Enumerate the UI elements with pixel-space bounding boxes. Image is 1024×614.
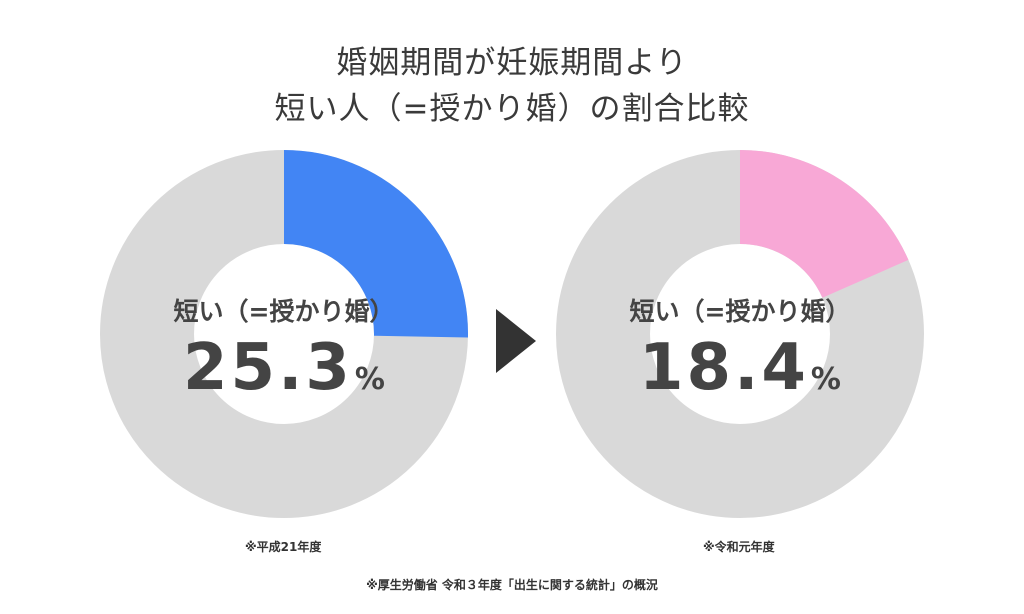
donut-center-label-2019: 短い（=授かり婚） bbox=[629, 297, 851, 326]
donut-slice-2009 bbox=[282, 150, 468, 338]
chart-title-line-1: 婚姻期間が妊娠期間より bbox=[336, 45, 688, 81]
donut-value-2019: 18.4% bbox=[556, 328, 924, 424]
donut-svg-2019 bbox=[556, 150, 924, 518]
chart-title-line-2: 短い人（=授かり婚）の割合比較 bbox=[274, 91, 750, 127]
donut-center-label-2009: 短い（=授かり婚） bbox=[173, 297, 395, 326]
donut-value-unit-2019: % bbox=[810, 362, 841, 397]
source-note: ※厚生労働省 令和３年度「出生に関する統計」の概況 bbox=[366, 578, 658, 592]
donut-value-number-2009: 25.3 bbox=[183, 331, 353, 405]
donut-slice-2019 bbox=[738, 150, 909, 300]
donut-value-number-2019: 18.4 bbox=[639, 331, 809, 405]
chart-title: 婚姻期間が妊娠期間より 短い人（=授かり婚）の割合比較 bbox=[0, 40, 1024, 132]
donut-value-unit-2009: % bbox=[354, 362, 385, 397]
donut-chart-2009: 短い（=授かり婚） 25.3% bbox=[100, 150, 468, 518]
donut-chart-2019: 短い（=授かり婚） 18.4% bbox=[556, 150, 924, 518]
note-heisei21: ※平成21年度 bbox=[245, 540, 322, 554]
note-reiwa1: ※令和元年度 bbox=[703, 540, 775, 554]
right-triangle-icon bbox=[496, 309, 536, 373]
donut-value-2009: 25.3% bbox=[100, 328, 468, 424]
donut-svg-2009 bbox=[100, 150, 468, 518]
